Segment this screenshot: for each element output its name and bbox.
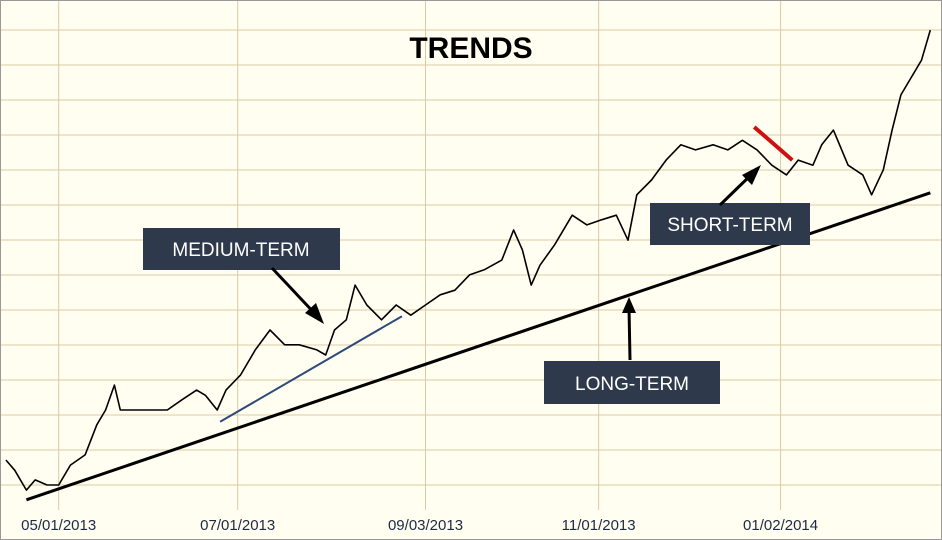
annotation-label: MEDIUM-TERM xyxy=(172,240,309,261)
x-tick-label: 05/01/2013 xyxy=(21,517,96,534)
arrow-head xyxy=(305,303,324,324)
x-tick-label: 01/02/2014 xyxy=(743,517,818,534)
arrow-head xyxy=(742,165,761,185)
trend-line xyxy=(752,125,794,162)
annotation-medium: MEDIUM-TERM xyxy=(143,228,340,324)
arrow xyxy=(627,307,632,361)
x-tick-label: 11/01/2013 xyxy=(562,517,636,534)
annotation-label: LONG-TERM xyxy=(575,374,689,395)
annotation-long: LONG-TERM xyxy=(544,297,720,404)
trend-line xyxy=(219,315,403,423)
arrow-head xyxy=(622,297,636,313)
x-tick-label: 09/03/2013 xyxy=(388,517,463,534)
annotation-label: SHORT-TERM xyxy=(667,215,792,236)
price-line xyxy=(5,29,932,491)
background-grid xyxy=(0,29,942,486)
chart-title: TRENDS xyxy=(409,32,532,65)
x-tick-label: 07/01/2013 xyxy=(200,517,275,534)
label-box xyxy=(544,361,720,404)
label-box xyxy=(650,203,810,245)
annotation-short: SHORT-TERM xyxy=(650,165,810,245)
label-box xyxy=(143,228,340,270)
